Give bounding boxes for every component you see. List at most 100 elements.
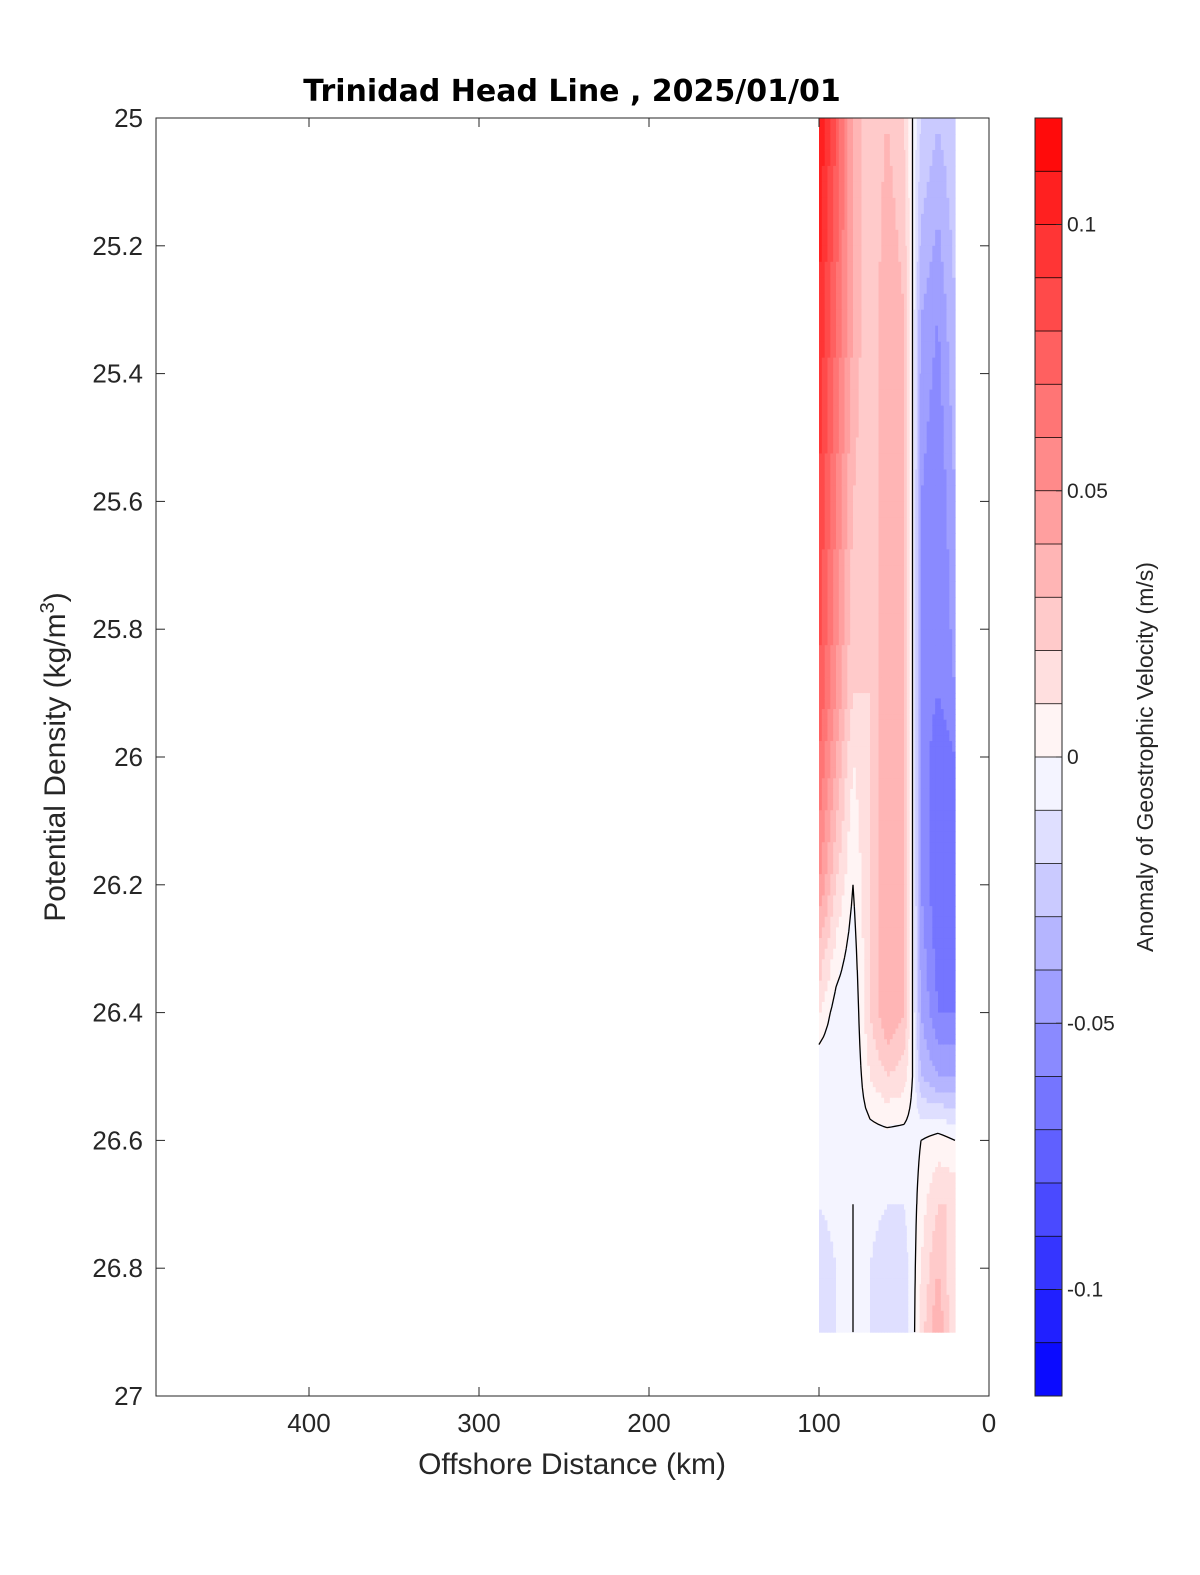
field-cell <box>889 863 894 875</box>
field-cell <box>853 938 857 950</box>
field-cell <box>887 229 891 247</box>
field-cell <box>943 916 948 928</box>
field-cell <box>918 1071 921 1078</box>
field-cell <box>926 810 931 822</box>
field-cell <box>844 948 848 960</box>
field-cell <box>952 293 956 311</box>
field-cell <box>887 437 891 455</box>
field-cell <box>892 389 897 407</box>
field-cell <box>872 703 877 710</box>
field-cell <box>921 1017 925 1024</box>
field-cell <box>881 1113 885 1120</box>
field-cell <box>858 757 863 769</box>
field-cell <box>884 757 888 769</box>
field-cell <box>830 1108 834 1115</box>
field-cell <box>912 293 915 311</box>
field-cell <box>861 453 865 471</box>
field-cell <box>940 735 945 742</box>
field-cell <box>821 405 826 423</box>
field-cell <box>844 1119 848 1126</box>
field-cell <box>881 469 885 487</box>
field-cell <box>861 677 865 694</box>
field-cell <box>938 842 942 854</box>
field-cell <box>855 1129 860 1136</box>
field-cell <box>824 852 829 865</box>
field-cell <box>838 927 843 939</box>
field-cell <box>875 581 880 598</box>
field-cell <box>949 810 953 822</box>
field-cell <box>946 810 950 822</box>
field-cell <box>838 1129 843 1136</box>
field-cell <box>913 863 916 875</box>
field-cell <box>830 118 834 135</box>
field-cell <box>855 1039 860 1046</box>
field-cell <box>819 1113 823 1120</box>
field-cell <box>940 1023 945 1030</box>
field-cell <box>909 1108 912 1115</box>
field-cell <box>821 1119 826 1126</box>
field-cell <box>889 645 894 662</box>
field-cell <box>861 245 865 263</box>
field-cell <box>912 1097 915 1104</box>
field-cell <box>867 810 871 822</box>
field-cell <box>908 1081 911 1088</box>
field-cell <box>819 677 823 694</box>
field-cell <box>864 1119 868 1126</box>
field-cell <box>875 820 880 833</box>
field-cell <box>841 799 846 811</box>
field-cell <box>853 133 857 151</box>
field-cell <box>878 895 882 907</box>
field-cell <box>889 229 894 247</box>
field-cell <box>853 799 857 811</box>
field-cell <box>935 1023 939 1030</box>
field-cell <box>881 719 885 726</box>
field-cell <box>864 453 868 471</box>
field-cell <box>906 1055 909 1062</box>
field-cell <box>838 714 843 721</box>
field-cell <box>919 1065 922 1072</box>
field-cell <box>940 613 945 630</box>
field-cell <box>946 730 950 737</box>
field-cell <box>923 261 928 279</box>
field-cell <box>824 405 829 423</box>
field-cell <box>827 1097 831 1104</box>
field-cell <box>870 948 874 960</box>
field-cell <box>858 229 863 247</box>
field-cell <box>867 1108 871 1115</box>
field-cell <box>850 1017 854 1024</box>
field-cell <box>855 1135 860 1141</box>
field-cell <box>943 149 948 167</box>
field-cell <box>847 980 851 992</box>
field-cell <box>819 405 823 423</box>
field-cell <box>946 613 950 630</box>
field-cell <box>821 677 826 694</box>
field-cell <box>906 1023 909 1030</box>
field-cell <box>884 1060 888 1067</box>
field-cell <box>824 1023 829 1030</box>
field-cell <box>861 405 865 423</box>
field-cell <box>887 1108 891 1115</box>
field-cell <box>889 341 894 359</box>
field-cell <box>932 938 936 950</box>
field-cell <box>901 970 905 982</box>
field-cell <box>864 1076 868 1083</box>
field-cell <box>887 133 891 151</box>
field-cell <box>904 799 907 811</box>
field-cell <box>929 1017 933 1024</box>
field-cell <box>836 565 840 582</box>
field-cell <box>913 325 916 343</box>
field-cell <box>881 1076 885 1083</box>
field-cell <box>830 293 834 311</box>
field-cell <box>847 693 851 700</box>
field-cell <box>889 927 894 939</box>
field-cell <box>908 1103 911 1110</box>
field-cell <box>870 277 874 295</box>
field-cell <box>821 1060 826 1067</box>
field-cell <box>821 517 826 534</box>
field-cell <box>855 661 860 678</box>
field-cell <box>838 906 843 918</box>
field-cell <box>855 677 860 694</box>
field-cell <box>913 437 916 455</box>
field-cell <box>847 357 851 375</box>
field-cell <box>952 1001 956 1014</box>
